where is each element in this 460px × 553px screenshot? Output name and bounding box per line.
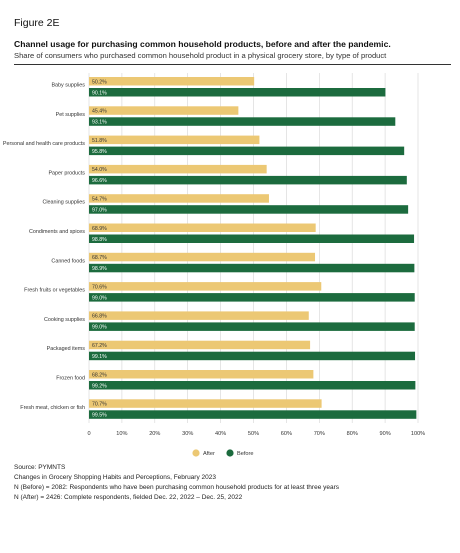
x-tick-label: 70%	[314, 431, 325, 437]
category-label: Paper products	[48, 170, 85, 176]
bar-after	[89, 370, 314, 379]
data-label-after: 54.7%	[92, 197, 107, 203]
bar-after	[89, 311, 309, 320]
category-label: Personal and health care products	[3, 141, 85, 147]
bar-before	[89, 205, 409, 214]
data-label-before: 98.9%	[92, 266, 107, 272]
data-label-after: 68.7%	[92, 255, 107, 261]
bar-before	[89, 410, 417, 419]
data-label-after: 45.4%	[92, 109, 107, 115]
data-label-before: 99.5%	[92, 413, 107, 419]
bar-after	[89, 252, 316, 262]
x-tick-label: 0	[87, 431, 90, 437]
data-label-before: 99.1%	[92, 354, 107, 360]
bar-before	[89, 322, 415, 331]
bar-chart: 0 10% 20% 30% 40% 50% 60% 70% 80% 90% 100% Baby sup…	[3, 73, 425, 457]
data-label-before: 96.6%	[92, 178, 107, 184]
data-label-after: 70.7%	[92, 402, 107, 408]
bar-before	[89, 88, 386, 97]
category-label: Baby supplies	[51, 83, 85, 89]
category-label: Cooking supplies	[44, 317, 85, 323]
survey-line: Changes in Grocery Shopping Habits and P…	[14, 474, 216, 481]
bar-after	[89, 399, 322, 408]
data-label-after: 70.6%	[92, 284, 107, 290]
bar-after	[89, 77, 255, 86]
category-label: Fresh fruits or vegetables	[24, 288, 85, 294]
n-after-line: N (After) = 2426: Complete respondents, …	[14, 494, 243, 501]
x-tick-label: 30%	[182, 431, 193, 437]
bar-after	[89, 282, 322, 291]
data-label-before: 99.0%	[92, 325, 107, 331]
x-tick-label: 60%	[281, 431, 292, 437]
category-label: Cleaning supplies	[42, 200, 85, 206]
x-tick-label: 80%	[347, 431, 358, 437]
category-label: Packaged items	[47, 346, 86, 352]
data-label-after: 68.9%	[92, 226, 107, 232]
title-rule	[14, 64, 451, 65]
legend-label-before: Before	[237, 451, 253, 457]
data-label-after: 67.2%	[92, 343, 107, 349]
figure-label: Figure 2E	[14, 17, 60, 29]
source-line: Source: PYMNTS	[14, 464, 66, 471]
bar-before	[89, 175, 407, 185]
data-label-before: 93.1%	[92, 120, 107, 126]
bar-before	[89, 351, 416, 361]
data-label-after: 50.2%	[92, 79, 107, 85]
bar-before	[89, 293, 415, 302]
bar-before	[89, 263, 415, 273]
category-label: Canned foods	[51, 258, 85, 264]
data-label-before: 99.0%	[92, 295, 107, 301]
data-label-after: 54.0%	[92, 167, 107, 173]
data-label-after: 51.8%	[92, 138, 107, 144]
category-label: Frozen food	[56, 376, 85, 382]
x-tick-label: 10%	[116, 431, 127, 437]
chart-subtitle: Share of consumers who purchased common …	[14, 51, 387, 60]
bar-after	[89, 340, 311, 350]
n-before-line: N (Before) = 2082: Respondents who have …	[14, 484, 340, 491]
data-label-before: 98.8%	[92, 237, 107, 243]
bar-after	[89, 194, 269, 203]
x-tick-label: 20%	[149, 431, 160, 437]
category-label: Condiments and spices	[29, 229, 85, 235]
legend-swatch-before	[226, 449, 234, 457]
bar-after	[89, 223, 316, 232]
data-label-after: 66.8%	[92, 314, 107, 320]
bar-before	[89, 234, 415, 243]
chart-title: Channel usage for purchasing common hous…	[14, 39, 391, 49]
bar-before	[89, 117, 396, 126]
category-label: Pet supplies	[56, 112, 86, 118]
data-label-after: 68.2%	[92, 372, 107, 378]
data-label-before: 95.8%	[92, 149, 107, 155]
bar-after	[89, 164, 267, 174]
bar-before	[89, 381, 416, 390]
bar-before	[89, 146, 405, 156]
data-label-before: 99.2%	[92, 383, 107, 389]
x-tick-label: 90%	[379, 431, 390, 437]
legend-label-after: After	[203, 451, 215, 457]
x-tick-label: 50%	[248, 431, 259, 437]
x-tick-label: 40%	[215, 431, 226, 437]
category-label: Fresh meat, chicken or fish	[20, 405, 85, 411]
bar-after	[89, 106, 239, 115]
data-label-before: 90.1%	[92, 90, 107, 96]
bar-after	[89, 135, 260, 145]
legend-swatch-after	[192, 449, 200, 457]
data-label-before: 97.0%	[92, 208, 107, 214]
x-tick-label: 100%	[411, 431, 425, 437]
